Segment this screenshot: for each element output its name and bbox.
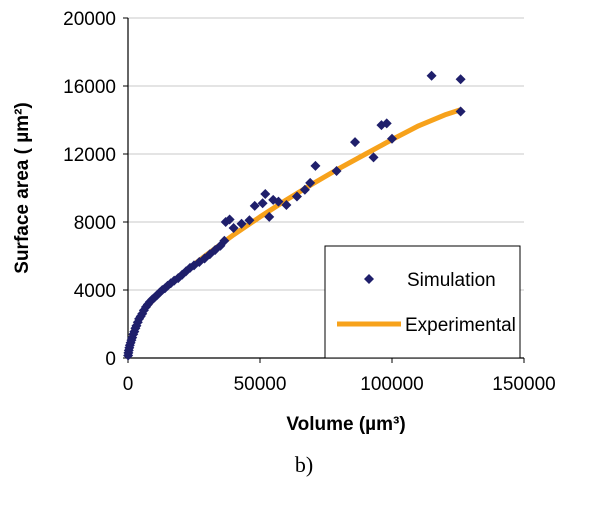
simulation-point <box>273 196 284 207</box>
simulation-point <box>249 200 260 211</box>
x-axis-title: Volume (µm³) <box>286 414 405 435</box>
simulation-point <box>264 211 275 222</box>
scatter-chart: 0 50000 100000 150000 0 4000 8000 12000 16000 20… <box>12 9 556 435</box>
y-tick-label-16000: 16000 <box>63 77 116 98</box>
simulation-point <box>305 177 316 188</box>
simulation-point <box>224 214 235 225</box>
simulation-point <box>455 106 466 117</box>
simulation-point <box>236 218 247 229</box>
y-tick-label-8000: 8000 <box>74 213 116 234</box>
legend-label-simulation: Simulation <box>407 270 496 291</box>
x-tick-label-50000: 50000 <box>234 374 287 395</box>
simulation-point <box>455 74 466 85</box>
x-tick-label-0: 0 <box>123 374 134 395</box>
simulation-point <box>281 200 292 210</box>
simulation-point <box>199 253 210 264</box>
simulation-point <box>381 118 392 129</box>
figure-caption: b) <box>294 452 314 477</box>
simulation-point <box>387 133 397 144</box>
simulation-point <box>228 222 239 233</box>
simulation-series <box>123 70 466 361</box>
simulation-point <box>350 137 361 148</box>
x-tick-labels: 0 50000 100000 150000 <box>123 374 556 395</box>
y-tick-label-12000: 12000 <box>63 145 116 166</box>
simulation-point <box>219 235 230 246</box>
y-tick-label-0: 0 <box>105 349 116 370</box>
legend-label-experimental: Experimental <box>405 315 516 336</box>
y-tick-labels: 0 4000 8000 12000 16000 20000 <box>63 9 116 370</box>
simulation-point <box>310 160 321 171</box>
simulation-point <box>244 215 255 226</box>
simulation-point <box>299 184 310 195</box>
simulation-point <box>257 198 268 209</box>
x-tick-label-100000: 100000 <box>360 374 423 395</box>
x-tick-label-150000: 150000 <box>492 374 555 395</box>
legend-marker-simulation <box>364 274 374 284</box>
y-tick-label-20000: 20000 <box>63 9 116 30</box>
legend: Simulation Experimental <box>324 245 521 359</box>
simulation-point <box>331 166 342 176</box>
y-axis-title: Surface area ( µm²) <box>12 102 33 273</box>
y-tick-label-4000: 4000 <box>74 281 116 302</box>
legend-box <box>324 245 521 359</box>
simulation-point <box>260 188 271 199</box>
simulation-point <box>291 191 302 202</box>
simulation-point <box>426 70 437 81</box>
simulation-point <box>368 152 379 163</box>
